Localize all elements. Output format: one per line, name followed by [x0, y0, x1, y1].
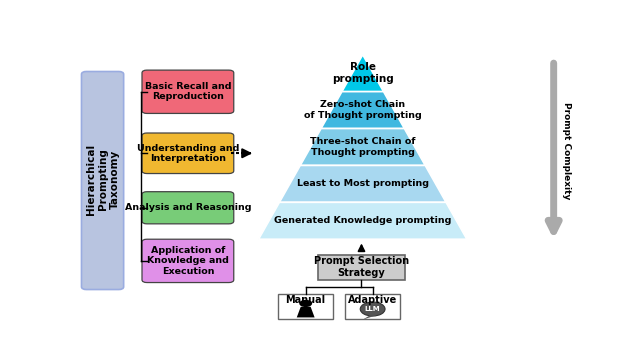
- Text: Analysis and Reasoning: Analysis and Reasoning: [125, 203, 251, 212]
- FancyBboxPatch shape: [318, 254, 405, 280]
- Polygon shape: [363, 315, 376, 320]
- Polygon shape: [280, 166, 446, 202]
- Text: Zero-shot Chain
of Thought prompting: Zero-shot Chain of Thought prompting: [304, 101, 422, 120]
- FancyBboxPatch shape: [346, 294, 400, 319]
- FancyBboxPatch shape: [142, 239, 234, 282]
- Text: Manual: Manual: [285, 295, 326, 305]
- Circle shape: [360, 302, 385, 316]
- Polygon shape: [297, 307, 315, 317]
- Polygon shape: [342, 55, 383, 91]
- Polygon shape: [321, 91, 404, 129]
- Polygon shape: [300, 129, 425, 166]
- FancyBboxPatch shape: [142, 133, 234, 174]
- Text: Basic Recall and
Reproduction: Basic Recall and Reproduction: [145, 82, 231, 102]
- Text: Generated Knowledge prompting: Generated Knowledge prompting: [274, 216, 451, 225]
- Text: Application of
Knowledge and
Execution: Application of Knowledge and Execution: [147, 246, 229, 276]
- FancyBboxPatch shape: [142, 70, 234, 113]
- Text: Prompt Complexity: Prompt Complexity: [561, 102, 571, 200]
- Text: Role
prompting: Role prompting: [332, 62, 394, 84]
- FancyBboxPatch shape: [142, 192, 234, 224]
- Text: Understanding and
Interpretation: Understanding and Interpretation: [137, 144, 239, 163]
- FancyBboxPatch shape: [81, 72, 124, 290]
- Text: Prompt Selection
Strategy: Prompt Selection Strategy: [314, 256, 409, 278]
- Text: Three-shot Chain of
Thought prompting: Three-shot Chain of Thought prompting: [310, 137, 415, 157]
- Polygon shape: [259, 202, 467, 239]
- FancyBboxPatch shape: [278, 294, 333, 319]
- Text: Adaptive: Adaptive: [348, 295, 397, 305]
- Circle shape: [300, 300, 312, 307]
- Text: Hierarchical
Prompting
Taxonomy: Hierarchical Prompting Taxonomy: [86, 143, 120, 215]
- Text: LLM: LLM: [365, 306, 380, 312]
- Text: Least to Most prompting: Least to Most prompting: [297, 179, 429, 188]
